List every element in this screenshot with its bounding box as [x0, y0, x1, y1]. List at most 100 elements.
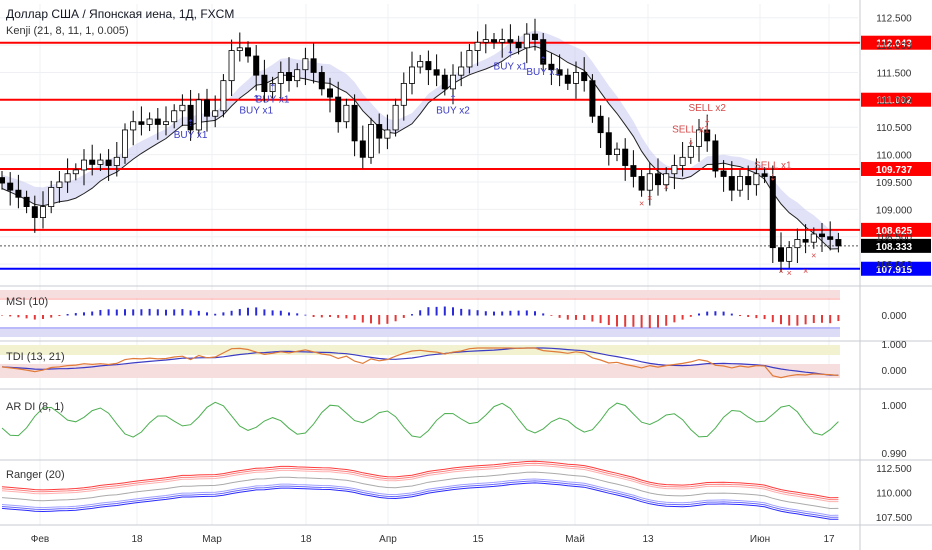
candle[interactable] [236, 32, 243, 62]
candle[interactable] [212, 95, 219, 128]
candle[interactable] [400, 72, 407, 121]
candle[interactable] [56, 171, 63, 203]
candle[interactable] [154, 108, 161, 140]
candle[interactable] [203, 88, 210, 132]
candle[interactable] [671, 154, 678, 190]
candle[interactable] [294, 63, 301, 88]
candle[interactable] [72, 163, 79, 181]
candle[interactable] [810, 227, 817, 249]
candle[interactable] [646, 162, 653, 206]
candle[interactable] [0, 171, 5, 190]
candle[interactable] [482, 24, 489, 54]
candle[interactable] [466, 43, 473, 74]
candle[interactable] [351, 94, 358, 157]
candle[interactable] [532, 18, 539, 51]
candle[interactable] [417, 54, 424, 74]
candle[interactable] [819, 223, 826, 253]
candle[interactable] [335, 81, 342, 133]
candle[interactable] [540, 33, 547, 71]
candle[interactable] [31, 195, 38, 233]
candle[interactable] [794, 228, 801, 264]
candle[interactable] [753, 158, 760, 196]
candle[interactable] [48, 180, 55, 214]
candle[interactable] [696, 118, 703, 162]
candle[interactable] [81, 149, 88, 186]
candle[interactable] [425, 50, 432, 86]
candle[interactable] [605, 117, 612, 166]
candle[interactable] [507, 24, 514, 54]
candle[interactable] [449, 64, 456, 105]
candle[interactable] [589, 74, 596, 123]
candle[interactable] [277, 61, 284, 99]
candle[interactable] [285, 57, 292, 92]
candle[interactable] [130, 110, 137, 146]
candle[interactable] [343, 98, 350, 129]
candle[interactable] [786, 241, 793, 268]
candle[interactable] [704, 114, 711, 152]
candle[interactable] [97, 153, 104, 172]
candle[interactable] [745, 165, 752, 201]
candle[interactable] [728, 161, 735, 202]
candle[interactable] [302, 47, 309, 86]
candle[interactable] [15, 174, 22, 209]
candle[interactable] [564, 68, 571, 90]
candle[interactable] [187, 89, 194, 141]
candle[interactable] [499, 28, 506, 58]
candle[interactable] [146, 112, 153, 132]
candle[interactable] [105, 149, 112, 181]
candle[interactable] [720, 160, 727, 192]
candle[interactable] [269, 76, 276, 99]
candle[interactable] [310, 43, 317, 84]
candle[interactable] [122, 123, 129, 164]
candle[interactable] [244, 41, 251, 63]
candle[interactable] [523, 23, 530, 64]
candle[interactable] [171, 104, 178, 129]
candle[interactable] [64, 158, 71, 193]
candle[interactable] [581, 57, 588, 92]
candle[interactable] [835, 232, 842, 253]
candle[interactable] [367, 117, 374, 164]
candle[interactable] [179, 94, 186, 127]
candle[interactable] [228, 39, 235, 96]
candle[interactable] [113, 141, 120, 177]
candle[interactable] [326, 77, 333, 113]
candle[interactable] [490, 33, 497, 49]
candle[interactable] [622, 138, 629, 181]
candle[interactable] [778, 232, 785, 273]
candle[interactable] [384, 114, 391, 150]
candle[interactable] [220, 74, 227, 118]
candle[interactable] [638, 169, 645, 197]
candle[interactable] [556, 54, 563, 87]
candle[interactable] [679, 141, 686, 177]
candle[interactable] [253, 45, 260, 91]
candle[interactable] [40, 191, 47, 229]
candle[interactable] [761, 167, 768, 184]
candle[interactable] [261, 59, 268, 103]
candle[interactable] [802, 224, 809, 254]
candle[interactable] [515, 35, 522, 55]
candle[interactable] [769, 165, 776, 264]
candle[interactable] [23, 190, 30, 214]
candle[interactable] [7, 172, 14, 206]
candle[interactable] [458, 51, 465, 87]
candle[interactable] [89, 144, 96, 176]
candle[interactable] [433, 54, 440, 87]
candle[interactable] [376, 113, 383, 154]
candle[interactable] [195, 93, 202, 137]
candle[interactable] [597, 105, 604, 149]
candle[interactable] [827, 221, 834, 251]
candle[interactable] [573, 61, 580, 99]
candle[interactable] [138, 106, 145, 136]
candles[interactable] [0, 18, 842, 273]
candle[interactable] [359, 125, 366, 169]
candle[interactable] [737, 169, 744, 197]
candle[interactable] [548, 53, 555, 86]
candle[interactable] [712, 134, 719, 178]
candle[interactable] [655, 158, 662, 196]
candle[interactable] [614, 142, 621, 162]
candle[interactable] [687, 139, 694, 164]
candle[interactable] [408, 51, 415, 95]
candle[interactable] [318, 65, 325, 96]
candle[interactable] [392, 98, 399, 137]
candle[interactable] [162, 106, 169, 136]
